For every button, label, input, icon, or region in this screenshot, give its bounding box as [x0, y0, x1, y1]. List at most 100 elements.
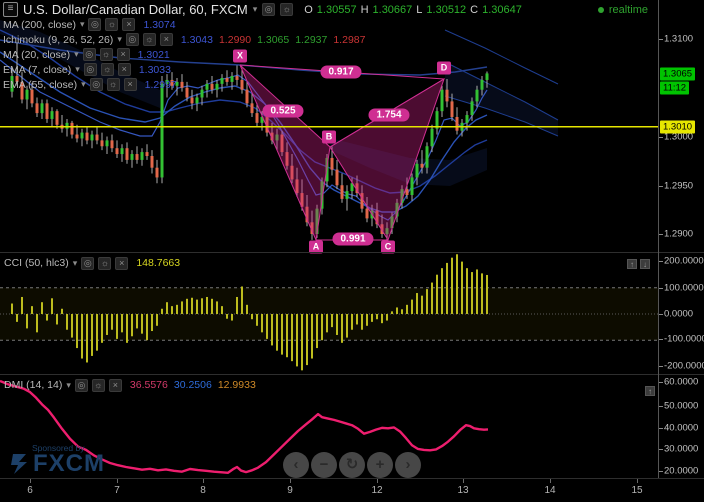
axis-tick-label: 200.0000	[664, 255, 704, 267]
pattern-point-a[interactable]: A	[309, 240, 323, 254]
time-tick-label: 8	[200, 485, 206, 496]
cci-bar	[386, 314, 388, 321]
indicator-label[interactable]: EMA (55, close)	[3, 78, 78, 91]
realtime-dot-icon	[597, 7, 604, 13]
indicator-value: 1.3074	[143, 18, 176, 31]
series-settings-icon[interactable]: ☼	[280, 3, 294, 16]
hide-indicator-icon[interactable]: ◎	[89, 78, 103, 91]
indicator-label[interactable]: MA (20, close)	[3, 48, 71, 61]
cci-bar	[36, 314, 38, 333]
cci-label[interactable]: CCI (50, hlc3)	[4, 257, 69, 269]
chevron-down-icon[interactable]: ▾	[117, 34, 122, 44]
sponsor-logo[interactable]: Sponsored by FXCM	[10, 443, 105, 476]
hide-series-icon[interactable]: ◎	[262, 3, 276, 16]
candle-body	[240, 79, 244, 90]
cci-bar	[281, 314, 283, 355]
axis-tickmark	[659, 471, 663, 472]
candle-body	[400, 189, 404, 203]
candle-body	[255, 113, 259, 123]
pane-separator[interactable]	[0, 252, 704, 253]
hide-indicator-icon[interactable]: ◎	[83, 63, 97, 76]
hide-indicator-icon[interactable]: ◎	[82, 48, 96, 61]
symbol-title[interactable]: U.S. Dollar/Canadian Dollar, 60, FXCM	[23, 2, 248, 17]
chevron-down-icon[interactable]: ▾	[252, 4, 258, 14]
dmi-label[interactable]: DMI (14, 14)	[4, 379, 63, 391]
candle-body	[375, 210, 379, 225]
remove-indicator-icon[interactable]: ×	[123, 78, 137, 91]
chevron-down-icon[interactable]: ▾	[74, 49, 79, 59]
zoom-in-button[interactable]: +	[367, 452, 393, 478]
chevron-down-icon[interactable]: ▾	[66, 379, 71, 390]
scroll-right-button[interactable]: ›	[395, 452, 421, 478]
candle-body	[285, 152, 289, 166]
candle-body	[200, 89, 204, 98]
indicator-settings-icon[interactable]: ☼	[99, 48, 113, 61]
cci-legend: CCI (50, hlc3) ▾ ◎ ☼ × 148.7663	[4, 256, 180, 270]
candle-body	[100, 140, 104, 147]
cci-move-down-button[interactable]: ↓	[640, 259, 650, 269]
pattern-point-d[interactable]: D	[437, 61, 451, 75]
indicator-settings-icon[interactable]: ☼	[105, 18, 119, 31]
remove-indicator-icon[interactable]: ×	[115, 256, 129, 270]
price-axis[interactable]: 1.3100 1.3000 1.2950 1.2900 200.0000 100.0000…	[658, 0, 704, 478]
chevron-down-icon[interactable]: ▾	[72, 257, 78, 268]
candle-body	[440, 89, 444, 112]
remove-indicator-icon[interactable]: ×	[116, 48, 130, 61]
axis-tickmark	[659, 186, 663, 187]
chevron-down-icon[interactable]: ▾	[79, 19, 85, 29]
cci-bar	[366, 314, 368, 326]
cci-move-up-button[interactable]: ↑	[627, 259, 637, 269]
indicator-settings-icon[interactable]: ☼	[91, 378, 105, 392]
pattern-ratio-label[interactable]: 0.991	[332, 232, 374, 246]
pattern-point-x[interactable]: X	[233, 49, 247, 63]
cci-bar	[221, 306, 223, 314]
indicator-label[interactable]: MA (200, close)	[3, 18, 76, 31]
remove-indicator-icon[interactable]: ×	[122, 18, 136, 31]
indicator-settings-icon[interactable]: ☼	[100, 63, 114, 76]
remove-indicator-icon[interactable]: ×	[159, 33, 173, 46]
candle-body	[355, 183, 359, 194]
cci-bar	[301, 314, 303, 371]
pattern-point-c[interactable]: C	[381, 240, 395, 254]
indicator-label[interactable]: Ichimoku (9, 26, 52, 26)	[3, 33, 114, 46]
candle-body	[410, 177, 414, 195]
symbol-menu-icon[interactable]: ≡	[3, 2, 18, 17]
indicator-settings-icon[interactable]: ☼	[98, 256, 112, 270]
hide-indicator-icon[interactable]: ◎	[81, 256, 95, 270]
overlay-line-ema55	[0, 29, 488, 194]
axis-tickmark	[659, 382, 663, 383]
axis-tick-label: 0.0000	[664, 308, 694, 320]
pane-separator[interactable]	[0, 374, 704, 375]
chevron-down-icon[interactable]: ▾	[81, 79, 86, 89]
cci-band	[0, 287, 658, 341]
axis-tickmark	[659, 137, 663, 138]
time-axis[interactable]: 6 7 8 9 12 13 14 15	[0, 479, 704, 502]
hide-indicator-icon[interactable]: ◎	[88, 18, 102, 31]
hide-indicator-icon[interactable]: ◎	[125, 33, 139, 46]
candle-body	[270, 132, 274, 141]
kumo-forward	[445, 62, 558, 136]
candle-body	[105, 140, 109, 147]
cci-bar	[471, 272, 473, 314]
candle-body	[320, 181, 324, 209]
cci-bar	[76, 314, 78, 349]
candle-body	[345, 191, 349, 199]
dmi-move-up-button[interactable]: ↑	[645, 386, 655, 396]
cci-bar	[421, 295, 423, 314]
pattern-point-b[interactable]: B	[322, 130, 336, 144]
pattern-ratio-label[interactable]: 1.754	[368, 108, 410, 122]
reset-view-button[interactable]: ↻	[339, 452, 365, 478]
remove-indicator-icon[interactable]: ×	[108, 378, 122, 392]
pattern-ratio-label[interactable]: 0.525	[262, 104, 304, 118]
zoom-out-button[interactable]: −	[311, 452, 337, 478]
axis-tick-label: 40.0000	[664, 422, 699, 434]
indicator-row: EMA (7, close) ▾ ◎ ☼ × 1.3033	[3, 62, 365, 77]
hide-indicator-icon[interactable]: ◎	[74, 378, 88, 392]
chevron-down-icon[interactable]: ▾	[75, 64, 80, 74]
indicator-settings-icon[interactable]: ☼	[142, 33, 156, 46]
scroll-left-button[interactable]: ‹	[283, 452, 309, 478]
indicator-label[interactable]: EMA (7, close)	[3, 63, 72, 76]
remove-indicator-icon[interactable]: ×	[117, 63, 131, 76]
indicator-settings-icon[interactable]: ☼	[106, 78, 120, 91]
pattern-ratio-label[interactable]: 0.917	[320, 65, 362, 79]
